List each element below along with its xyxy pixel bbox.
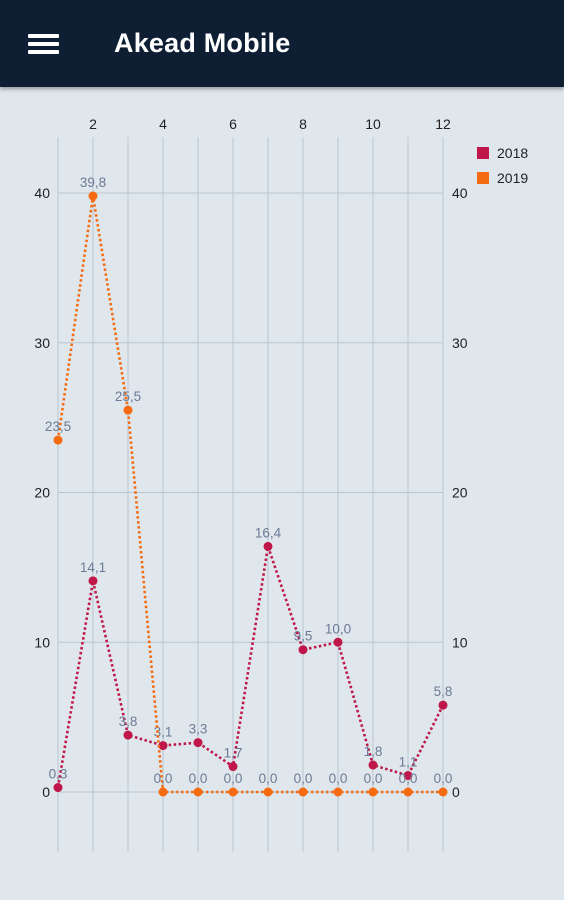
data-point-2019	[368, 787, 378, 797]
data-label-2018: 3,8	[119, 714, 138, 729]
chart-area: 2 4 6 8 10 12 0 10 20 30 40 0 10 20 30 40 0,3 14,1 3,8 3…	[0, 87, 564, 900]
data-point-2018	[53, 783, 63, 793]
series-line-2018	[56, 545, 445, 788]
data-label-2018: 1,7	[224, 746, 243, 761]
x-tick-label: 2	[89, 116, 97, 132]
data-point-2019	[88, 191, 98, 201]
data-point-2019	[263, 787, 273, 797]
y-tick-label-left: 20	[34, 485, 50, 501]
menu-line	[28, 42, 59, 46]
x-tick-label: 12	[435, 116, 451, 132]
data-point-2018	[298, 645, 308, 655]
data-point-2018	[368, 760, 378, 770]
data-point-2019	[228, 787, 238, 797]
chart-series: 0,314,13,83,1 3,31,716,49,5 10,01,81,15,82…	[45, 175, 453, 797]
data-point-2019	[193, 787, 203, 797]
data-label-2019: 0,0	[259, 771, 278, 786]
data-label-2019: 0,0	[434, 771, 453, 786]
data-label-2019: 25,5	[115, 389, 141, 404]
data-point-2018	[88, 576, 98, 586]
y-tick-label-right: 10	[452, 634, 468, 650]
chart-legend: 2018 2019	[477, 145, 528, 186]
data-label-2019: 0,0	[329, 771, 348, 786]
data-point-2018	[333, 637, 343, 647]
y-tick-label-left: 0	[42, 784, 50, 800]
data-point-2019	[403, 787, 413, 797]
data-label-2018: 1,1	[399, 755, 418, 770]
data-label-2018: 10,0	[325, 621, 351, 636]
data-point-2019	[333, 787, 343, 797]
data-point-2018	[438, 700, 448, 710]
x-axis-ticks: 2 4 6 8 10 12	[89, 116, 451, 132]
hamburger-menu-icon[interactable]	[18, 25, 70, 65]
y-tick-label-right: 20	[452, 485, 468, 501]
y-tick-label-right: 40	[452, 185, 468, 201]
data-label-2018: 1,8	[364, 744, 383, 759]
data-label-2019: 0,0	[364, 771, 383, 786]
data-label-2019: 0,0	[154, 771, 173, 786]
data-label-2018: 14,1	[80, 560, 106, 575]
y-axis-right-ticks: 0 10 20 30 40	[452, 185, 468, 800]
data-label-2019: 0,0	[294, 771, 313, 786]
line-chart: 2 4 6 8 10 12 0 10 20 30 40 0 10 20 30 40 0,3 14,1 3,8 3…	[34, 116, 528, 852]
data-point-2018	[228, 762, 238, 772]
data-point-2019	[438, 787, 448, 797]
data-label-2019: 0,0	[399, 771, 418, 786]
x-tick-label: 10	[365, 116, 381, 132]
data-label-2019: 39,8	[80, 175, 106, 190]
chart-grid	[57, 137, 444, 852]
y-axis-left-ticks: 0 10 20 30 40	[34, 185, 50, 800]
legend-label-2018: 2018	[497, 145, 528, 161]
x-tick-label: 8	[299, 116, 307, 132]
legend-swatch-2019	[477, 172, 489, 184]
data-point-2019	[298, 787, 308, 797]
y-tick-label-left: 30	[34, 335, 50, 351]
app-title: Akead Mobile	[114, 28, 291, 58]
data-point-2018	[403, 771, 413, 781]
legend-label-2019: 2019	[497, 170, 528, 186]
data-point-2018	[158, 741, 168, 751]
x-tick-label: 6	[229, 116, 237, 132]
data-label-2018: 3,3	[189, 722, 208, 737]
data-label-2018: 16,4	[255, 525, 282, 540]
series-line-2019	[56, 195, 443, 794]
x-tick-label: 4	[159, 116, 167, 132]
app-bar: Akead Mobile	[0, 0, 564, 87]
data-point-2018	[263, 541, 273, 551]
data-point-2019	[53, 435, 63, 445]
data-label-2019: 0,0	[224, 771, 243, 786]
menu-line	[28, 34, 59, 38]
series-2018: 0,314,13,83,1 3,31,716,49,5 10,01,81,15,8	[49, 525, 453, 793]
data-label-2018: 5,8	[434, 684, 453, 699]
data-label-2019: 0,0	[189, 771, 208, 786]
legend-swatch-2018	[477, 147, 489, 159]
data-label-2018: 9,5	[294, 629, 313, 644]
series-2019: 23,5 39,8 25,5 0,0 0,0 0,0 0,0 0,0 0,0 0,0 0,0 0,0	[45, 175, 453, 797]
data-label-2019: 23,5	[45, 419, 71, 434]
data-point-2018	[123, 730, 133, 740]
menu-line	[28, 50, 59, 54]
data-point-2018	[193, 738, 203, 748]
data-label-2018: 0,3	[49, 767, 68, 782]
data-point-2019	[158, 787, 168, 797]
y-tick-label-left: 10	[34, 634, 50, 650]
y-tick-label-right: 30	[452, 335, 468, 351]
data-point-2019	[123, 405, 133, 415]
y-tick-label-left: 40	[34, 185, 50, 201]
y-tick-label-right: 0	[452, 784, 460, 800]
